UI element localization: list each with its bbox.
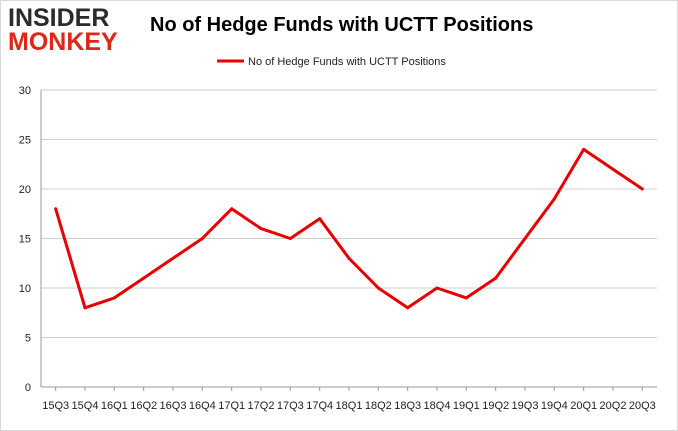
data-point [200,237,204,240]
y-tick-label: 10 [19,283,31,295]
series-layer [54,147,644,310]
x-tick-label: 19Q4 [541,400,568,412]
x-axis-ticks: 15Q3 15Q4 16Q1 16Q2 16Q3 16Q4 17Q1 17Q2 17Q3 17Q4… [42,387,656,412]
data-point [112,296,116,300]
data-point [142,276,146,280]
x-tick-label: 17Q4 [306,400,333,412]
data-point [406,306,410,310]
x-tick-label: 16Q3 [160,400,187,412]
data-point [171,256,175,260]
x-tick-label: 19Q1 [453,400,480,412]
data-point [230,207,234,211]
data-point [552,197,556,201]
x-tick-label: 16Q4 [189,400,216,412]
x-tick-label: 16Q1 [101,400,128,412]
x-tick-label: 18Q1 [336,400,363,412]
x-tick-label: 18Q3 [394,400,421,412]
x-tick-label: 16Q2 [130,400,157,412]
logo-line-1: INSIDER [8,4,110,32]
data-point [288,237,292,240]
x-tick-label: 15Q4 [72,400,99,412]
x-tick-label: 17Q1 [218,400,245,412]
data-point [376,286,380,290]
data-point [523,237,527,240]
data-point [83,306,87,310]
data-point [259,227,263,231]
x-tick-label: 20Q2 [600,400,627,412]
data-point [318,217,322,221]
x-tick-label: 17Q2 [248,400,275,412]
x-tick-label: 18Q4 [424,400,451,412]
data-point [464,296,468,300]
data-point [582,147,586,151]
data-point [494,276,498,280]
data-point [347,256,351,260]
x-tick-label: 17Q3 [277,400,304,412]
x-tick-label: 19Q2 [482,400,509,412]
insider-monkey-logo: INSIDER MONKEY [8,6,128,56]
series-line [54,147,644,310]
data-point [435,286,439,290]
grid-lines [40,89,657,388]
y-tick-label: 5 [25,333,31,345]
x-tick-label: 20Q1 [570,400,597,412]
data-point [640,187,644,191]
y-tick-label: 0 [25,382,31,394]
x-tick-label: 18Q2 [365,400,392,412]
chart-title: No of Hedge Funds with UCTT Positions [150,14,534,36]
y-axis-ticks: 0 5 10 15 20 25 30 [19,85,31,394]
y-tick-label: 15 [19,234,31,246]
legend-label: No of Hedge Funds with UCTT Positions [248,56,446,68]
y-tick-label: 20 [19,184,31,196]
x-tick-label: 20Q3 [629,400,656,412]
data-point [611,167,615,171]
y-tick-label: 25 [19,135,31,147]
x-tick-label: 19Q3 [512,400,539,412]
logo-line-2: MONKEY [8,28,118,56]
x-tick-label: 15Q3 [42,400,69,412]
data-point [54,207,58,211]
legend: No of Hedge Funds with UCTT Positions [217,56,446,68]
y-tick-label: 30 [19,85,31,97]
